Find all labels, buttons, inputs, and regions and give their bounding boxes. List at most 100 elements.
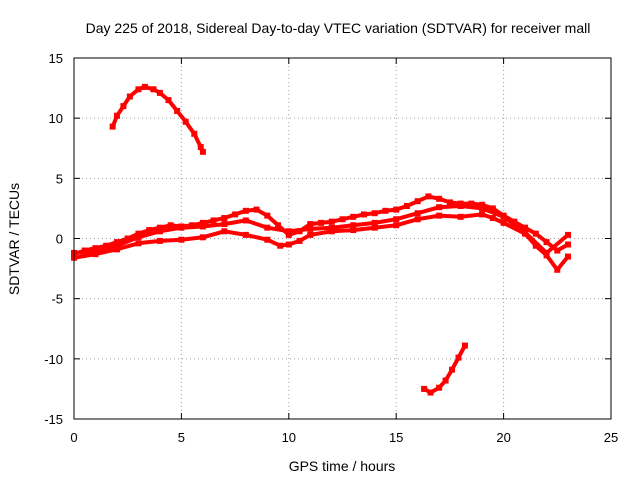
data-point bbox=[92, 245, 99, 252]
data-point bbox=[199, 219, 206, 226]
data-point bbox=[360, 211, 367, 218]
x-tick-label: 10 bbox=[282, 430, 296, 445]
series-arc-high-early bbox=[109, 83, 206, 155]
x-tick-label: 20 bbox=[496, 430, 510, 445]
data-point bbox=[135, 240, 142, 247]
data-point bbox=[296, 237, 303, 244]
data-point bbox=[199, 148, 206, 155]
data-point bbox=[113, 112, 120, 119]
data-point bbox=[414, 210, 421, 217]
data-point bbox=[403, 203, 410, 210]
data-point bbox=[242, 217, 249, 224]
data-series bbox=[71, 83, 572, 396]
data-point bbox=[275, 222, 282, 229]
data-point bbox=[264, 224, 271, 231]
data-point bbox=[307, 231, 314, 238]
data-point bbox=[522, 230, 529, 237]
data-point bbox=[197, 144, 204, 151]
data-point bbox=[455, 354, 462, 361]
data-point bbox=[479, 211, 486, 218]
x-tick-label: 0 bbox=[70, 430, 77, 445]
data-point bbox=[221, 228, 228, 235]
data-point bbox=[414, 216, 421, 223]
y-axis-label: SDTVAR / TECUs bbox=[6, 183, 22, 295]
data-point bbox=[565, 231, 572, 238]
data-point bbox=[393, 206, 400, 213]
data-point bbox=[339, 216, 346, 223]
data-point bbox=[543, 252, 550, 259]
data-point bbox=[421, 385, 428, 392]
data-point bbox=[135, 230, 142, 237]
series-line bbox=[72, 204, 570, 255]
data-point bbox=[350, 213, 357, 220]
data-point bbox=[285, 241, 292, 248]
data-point bbox=[554, 266, 561, 273]
data-point bbox=[109, 123, 116, 130]
data-point bbox=[393, 222, 400, 229]
data-point bbox=[264, 212, 271, 219]
data-point bbox=[371, 210, 378, 217]
data-point bbox=[307, 225, 314, 232]
data-point bbox=[307, 221, 314, 228]
data-point bbox=[242, 207, 249, 214]
data-point bbox=[350, 227, 357, 234]
data-point bbox=[425, 193, 432, 200]
data-point bbox=[393, 216, 400, 223]
data-point bbox=[264, 236, 271, 243]
data-point bbox=[113, 242, 120, 249]
data-point bbox=[457, 203, 464, 210]
data-point bbox=[427, 389, 434, 396]
data-point bbox=[156, 89, 163, 96]
data-point bbox=[436, 212, 443, 219]
data-point bbox=[565, 241, 572, 248]
x-tick-label: 25 bbox=[604, 430, 618, 445]
data-point bbox=[103, 242, 110, 249]
data-point bbox=[126, 93, 133, 100]
data-point bbox=[371, 224, 378, 231]
data-point bbox=[449, 366, 456, 373]
series-arc-low-late bbox=[421, 342, 468, 396]
y-tick-label: -15 bbox=[44, 412, 63, 427]
data-point bbox=[113, 239, 120, 246]
data-point bbox=[532, 230, 539, 237]
data-point bbox=[191, 130, 198, 137]
data-point bbox=[150, 86, 157, 93]
data-point bbox=[285, 228, 292, 235]
y-tick-label: -10 bbox=[44, 352, 63, 367]
data-point bbox=[318, 219, 325, 226]
data-point bbox=[285, 231, 292, 238]
data-point bbox=[442, 377, 449, 384]
data-point bbox=[446, 199, 453, 206]
data-point bbox=[156, 224, 163, 231]
data-point bbox=[489, 205, 496, 212]
data-point bbox=[500, 213, 507, 220]
data-point bbox=[436, 204, 443, 211]
data-point bbox=[468, 200, 475, 207]
data-point bbox=[554, 247, 561, 254]
data-point bbox=[457, 213, 464, 220]
data-point bbox=[221, 215, 228, 222]
data-point bbox=[156, 228, 163, 235]
data-point bbox=[479, 205, 486, 212]
data-point bbox=[328, 218, 335, 225]
axis-ticks: 0 5 10 15 20 25 -15 -10 -5 0 5 10 15 bbox=[44, 51, 618, 445]
x-axis-label: GPS time / hours bbox=[289, 458, 396, 474]
data-point bbox=[174, 107, 181, 114]
data-point bbox=[120, 103, 127, 110]
data-point bbox=[92, 251, 99, 258]
data-point bbox=[543, 239, 550, 246]
data-point bbox=[371, 219, 378, 226]
data-point bbox=[221, 221, 228, 228]
data-point bbox=[328, 228, 335, 235]
data-point bbox=[414, 198, 421, 205]
data-point bbox=[350, 222, 357, 229]
data-point bbox=[500, 219, 507, 226]
chart-title: Day 225 of 2018, Sidereal Day-to-day VTE… bbox=[86, 20, 591, 36]
data-point bbox=[277, 242, 284, 249]
data-point bbox=[156, 237, 163, 244]
data-point bbox=[124, 235, 131, 242]
data-point bbox=[178, 224, 185, 231]
y-tick-label: 0 bbox=[56, 232, 63, 247]
data-point bbox=[167, 222, 174, 229]
